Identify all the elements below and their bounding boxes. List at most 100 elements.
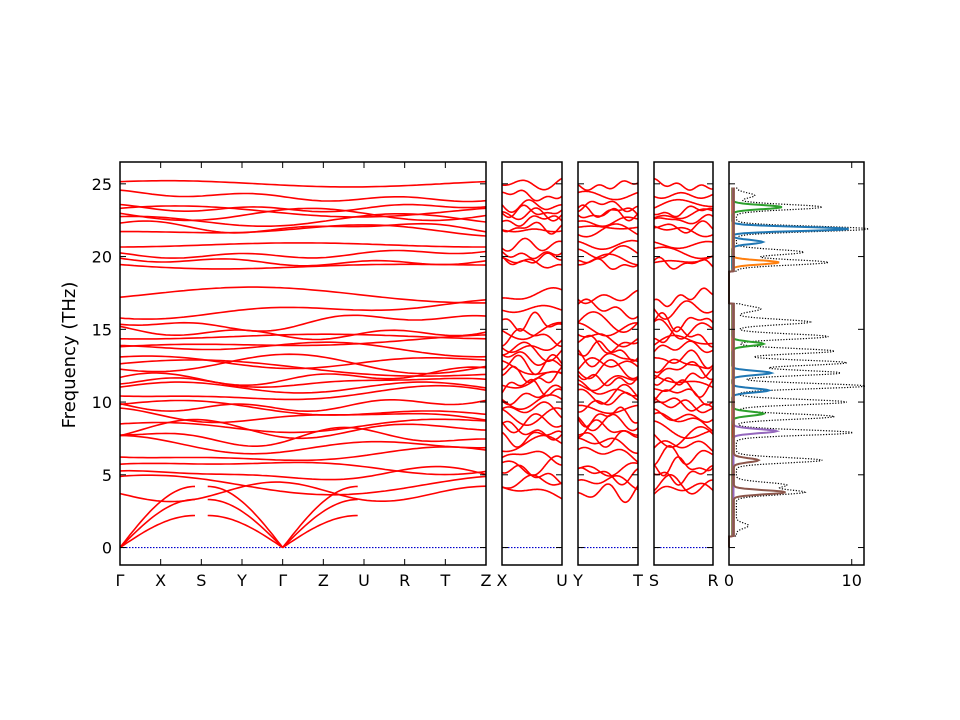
band-line — [502, 207, 562, 222]
band-line — [654, 208, 713, 220]
band-line — [120, 355, 486, 370]
band-line — [654, 420, 713, 439]
band-line — [502, 287, 562, 300]
band-line — [578, 437, 638, 455]
y-tick-label: 15 — [92, 320, 112, 339]
band-line — [120, 399, 486, 416]
band-line — [502, 237, 562, 252]
kpoint-label: U — [358, 571, 370, 590]
band-line — [654, 396, 713, 412]
band-line — [502, 455, 562, 477]
y-tick-label: 20 — [92, 248, 112, 267]
kpoint-label: T — [632, 571, 643, 590]
y-tick-label: 10 — [92, 393, 112, 412]
band-line — [578, 225, 638, 230]
acoustic-branch — [120, 514, 196, 549]
band-line — [502, 228, 562, 233]
band-line — [578, 356, 638, 370]
band-line — [654, 340, 713, 354]
band-line — [578, 200, 638, 213]
band-line — [578, 311, 638, 333]
band-line — [120, 189, 486, 203]
band-line — [578, 379, 638, 397]
band-line — [120, 461, 486, 476]
acoustic-branch — [207, 485, 284, 549]
acoustic-branch — [207, 514, 284, 549]
band-line — [502, 177, 562, 191]
band-line — [578, 467, 638, 486]
band-line — [654, 225, 713, 238]
band-line — [654, 213, 713, 225]
band-line — [502, 250, 562, 260]
band-line — [578, 483, 638, 504]
band-line — [120, 407, 486, 424]
dos-total-curve — [728, 187, 869, 548]
band-lines — [654, 177, 713, 495]
band-line — [120, 286, 486, 304]
y-tick-label: 25 — [92, 175, 112, 194]
y-axis-label: Frequency (THz) — [59, 282, 80, 429]
band-line — [578, 475, 638, 491]
band-line — [502, 434, 562, 453]
acoustic-branch — [282, 514, 358, 549]
acoustic-branch — [282, 498, 358, 549]
band-line — [654, 300, 713, 320]
band-line — [578, 462, 638, 477]
kpoint-label: Γ — [278, 571, 287, 590]
panel-frame — [501, 161, 563, 566]
band-line — [654, 358, 713, 374]
band-lines — [502, 177, 562, 500]
band-line — [654, 318, 713, 340]
band-line — [502, 221, 562, 235]
band-line — [578, 383, 638, 405]
band-line — [120, 179, 486, 188]
band-line — [654, 360, 713, 381]
band-line — [654, 465, 713, 486]
band-line — [120, 249, 486, 259]
band-line — [654, 426, 713, 448]
band-line — [502, 413, 562, 434]
band-line — [120, 353, 486, 375]
band-line — [502, 360, 562, 376]
dos-partial-curve-6 — [728, 187, 786, 548]
band-line — [654, 326, 713, 348]
band-line — [120, 399, 486, 413]
band-line — [120, 314, 486, 332]
kpoint-label: Y — [236, 571, 247, 590]
band-line — [654, 240, 713, 250]
band-line — [578, 207, 638, 222]
band-line — [120, 341, 486, 358]
kpoint-label: S — [649, 571, 659, 590]
band-line — [654, 191, 713, 199]
band-line — [578, 239, 638, 250]
band-line — [502, 407, 562, 426]
kpoint-label: Z — [481, 571, 492, 590]
band-line — [502, 204, 562, 219]
band-line — [654, 444, 713, 466]
band-line — [654, 287, 713, 308]
kpoint-label: X — [497, 571, 508, 590]
band-line — [120, 325, 486, 341]
kpoint-label: T — [439, 571, 450, 590]
band-line — [654, 408, 713, 423]
band-line — [502, 257, 562, 269]
band-line — [578, 190, 638, 201]
kpoint-label: R — [399, 571, 410, 590]
band-line — [502, 486, 562, 500]
acoustic-branch — [207, 498, 284, 549]
band-line — [578, 340, 638, 362]
y-tick-label: 5 — [102, 466, 112, 485]
band-line — [654, 399, 713, 414]
band-line — [120, 224, 486, 237]
band-line — [654, 220, 713, 234]
band-line — [654, 246, 713, 260]
band-line — [502, 365, 562, 384]
band-line — [502, 420, 562, 441]
band-line — [578, 180, 638, 191]
band-line — [120, 465, 486, 481]
band-line — [654, 474, 713, 495]
band-line — [578, 359, 638, 380]
band-line — [654, 349, 713, 370]
dos-x-tick-label: 0 — [724, 571, 734, 590]
